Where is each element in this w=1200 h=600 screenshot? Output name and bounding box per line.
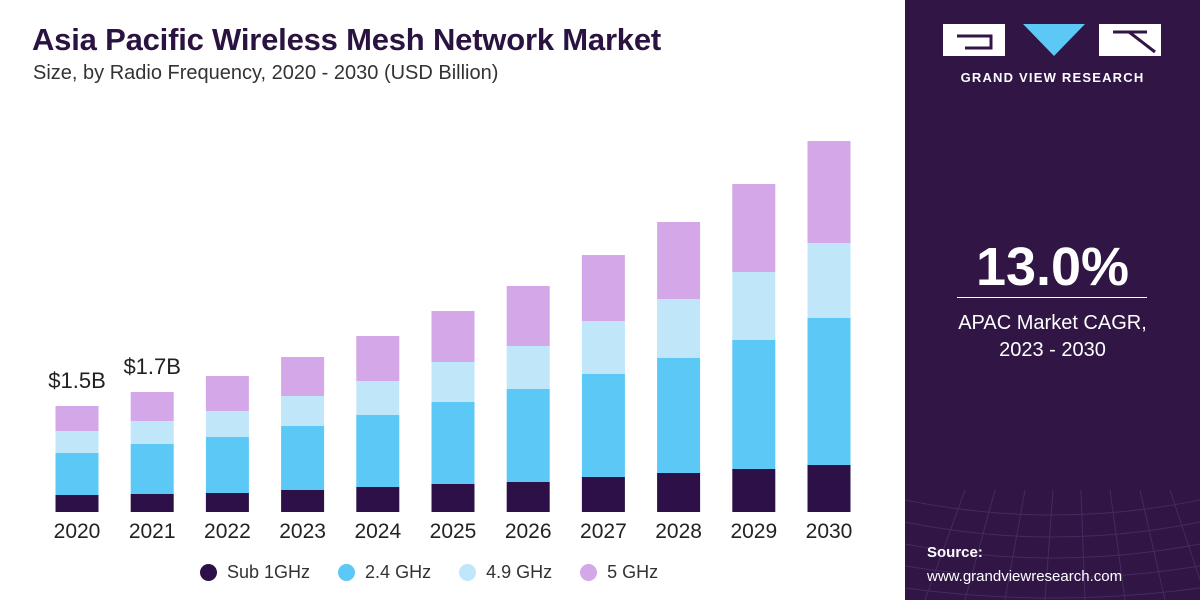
bar-segment-2023-5-ghz bbox=[281, 357, 325, 396]
bar-segment-2030-4.9-ghz bbox=[807, 243, 851, 318]
cagr-label-line2: 2023 - 2030 bbox=[999, 339, 1106, 361]
bar-segment-2027-4.9-ghz bbox=[581, 321, 625, 374]
bar-segment-2020-5-ghz bbox=[55, 406, 99, 431]
bar-segment-2023-4.9-ghz bbox=[281, 396, 325, 426]
legend-swatch-5-ghz bbox=[580, 564, 598, 581]
bar-segment-2029-sub-1ghz bbox=[732, 469, 776, 512]
legend-swatch-sub-1ghz bbox=[200, 564, 217, 581]
x-tick-label-2030: 2030 bbox=[806, 520, 853, 543]
bar-segment-2030-5-ghz bbox=[807, 141, 851, 243]
x-tick-label-2022: 2022 bbox=[204, 520, 251, 543]
bar-segment-2027-5-ghz bbox=[581, 255, 625, 321]
bar-segment-2021-2.4-ghz bbox=[130, 444, 174, 494]
bar-segment-2028-sub-1ghz bbox=[657, 473, 701, 512]
legend-item-sub-1ghz: Sub 1GHz bbox=[200, 562, 310, 583]
legend-item-2.4-ghz: 2.4 GHz bbox=[338, 562, 431, 583]
bar-segment-2030-sub-1ghz bbox=[807, 465, 851, 512]
chart-subtitle: Size, by Radio Frequency, 2020 - 2030 (U… bbox=[33, 62, 499, 84]
info-sidebar: GRAND VIEW RESEARCH 13.0% APAC Market CA… bbox=[905, 0, 1200, 600]
bar-segment-2030-2.4-ghz bbox=[807, 318, 851, 465]
cagr-divider bbox=[957, 297, 1147, 298]
legend-label-4.9-ghz: 4.9 GHz bbox=[486, 562, 553, 582]
gvr-logo bbox=[943, 24, 1161, 56]
x-tick-label-2027: 2027 bbox=[580, 520, 627, 543]
bar-segment-2022-4.9-ghz bbox=[205, 411, 249, 437]
cagr-label: APAC Market CAGR, 2023 - 2030 bbox=[905, 310, 1200, 364]
x-tick-label-2024: 2024 bbox=[354, 520, 401, 543]
bar-segment-2025-2.4-ghz bbox=[431, 402, 475, 484]
bar-segment-2020-sub-1ghz bbox=[55, 495, 99, 512]
bar-segment-2028-5-ghz bbox=[657, 222, 701, 299]
bar-segment-2020-2.4-ghz bbox=[55, 453, 99, 495]
chart-panel: Asia Pacific Wireless Mesh Network Marke… bbox=[32, 22, 853, 583]
brand-name: GRAND VIEW RESEARCH bbox=[960, 70, 1145, 85]
cagr-label-line1: APAC Market CAGR, bbox=[958, 312, 1147, 334]
bar-segment-2024-2.4-ghz bbox=[356, 415, 400, 487]
source-link[interactable]: www.grandviewresearch.com bbox=[927, 568, 1123, 585]
cagr-value: 13.0% bbox=[975, 237, 1130, 297]
stacked-bar-chart: 2020 $1.5B 2021 $1.7B 2022 2023 2024 2025 2026 20… bbox=[48, 141, 853, 543]
legend-item-5-ghz: 5 GHz bbox=[580, 562, 658, 583]
bar-segment-2029-2.4-ghz bbox=[732, 340, 776, 469]
bar-segment-2024-4.9-ghz bbox=[356, 381, 400, 415]
bar-segment-2023-2.4-ghz bbox=[281, 426, 325, 490]
bar-segment-2027-sub-1ghz bbox=[581, 477, 625, 512]
x-tick-label-2020: 2020 bbox=[54, 520, 101, 543]
bar-segment-2025-4.9-ghz bbox=[431, 362, 475, 402]
bar-segment-2029-4.9-ghz bbox=[732, 272, 776, 340]
legend-item-4.9-ghz: 4.9 GHz bbox=[459, 562, 552, 583]
bar-segment-2021-sub-1ghz bbox=[130, 494, 174, 512]
bar-segment-2024-sub-1ghz bbox=[356, 487, 400, 512]
x-tick-label-2023: 2023 bbox=[279, 520, 326, 543]
legend-swatch-4.9-ghz bbox=[459, 564, 477, 581]
data-label-2021: $1.7B bbox=[123, 354, 181, 379]
data-label-2020: $1.5B bbox=[48, 368, 106, 393]
x-tick-label-2021: 2021 bbox=[129, 520, 176, 543]
bar-segment-2026-sub-1ghz bbox=[506, 482, 550, 512]
bar-segment-2020-4.9-ghz bbox=[55, 431, 99, 453]
bar-segment-2024-5-ghz bbox=[356, 336, 400, 381]
bar-segment-2022-2.4-ghz bbox=[205, 437, 249, 493]
x-tick-label-2025: 2025 bbox=[430, 520, 477, 543]
bar-segment-2029-5-ghz bbox=[732, 184, 776, 272]
bar-segment-2022-sub-1ghz bbox=[205, 493, 249, 512]
x-tick-label-2029: 2029 bbox=[730, 520, 777, 543]
grid-decoration bbox=[905, 489, 1200, 600]
chart-legend: Sub 1GHz 2.4 GHz 4.9 GHz 5 GHz bbox=[200, 562, 658, 583]
bar-segment-2025-5-ghz bbox=[431, 311, 475, 362]
bar-segment-2027-2.4-ghz bbox=[581, 374, 625, 477]
bar-segment-2021-4.9-ghz bbox=[130, 421, 174, 444]
bar-segment-2022-5-ghz bbox=[205, 376, 249, 411]
legend-swatch-2.4-ghz bbox=[338, 564, 356, 581]
bar-segment-2028-4.9-ghz bbox=[657, 299, 701, 358]
bar-segment-2021-5-ghz bbox=[130, 392, 174, 421]
legend-label-sub-1ghz: Sub 1GHz bbox=[227, 562, 311, 582]
bar-segment-2023-sub-1ghz bbox=[281, 490, 325, 512]
x-tick-label-2026: 2026 bbox=[505, 520, 552, 543]
legend-label-2.4-ghz: 2.4 GHz bbox=[365, 562, 432, 582]
bar-segment-2026-4.9-ghz bbox=[506, 346, 550, 389]
bar-segment-2025-sub-1ghz bbox=[431, 484, 475, 512]
bar-segment-2026-2.4-ghz bbox=[506, 389, 550, 482]
chart-title: Asia Pacific Wireless Mesh Network Marke… bbox=[32, 22, 662, 57]
bar-segment-2026-5-ghz bbox=[506, 286, 550, 346]
legend-label-5-ghz: 5 GHz bbox=[607, 562, 659, 582]
x-tick-label-2028: 2028 bbox=[655, 520, 702, 543]
bar-segment-2028-2.4-ghz bbox=[657, 358, 701, 473]
source-title: Source: bbox=[927, 544, 983, 561]
